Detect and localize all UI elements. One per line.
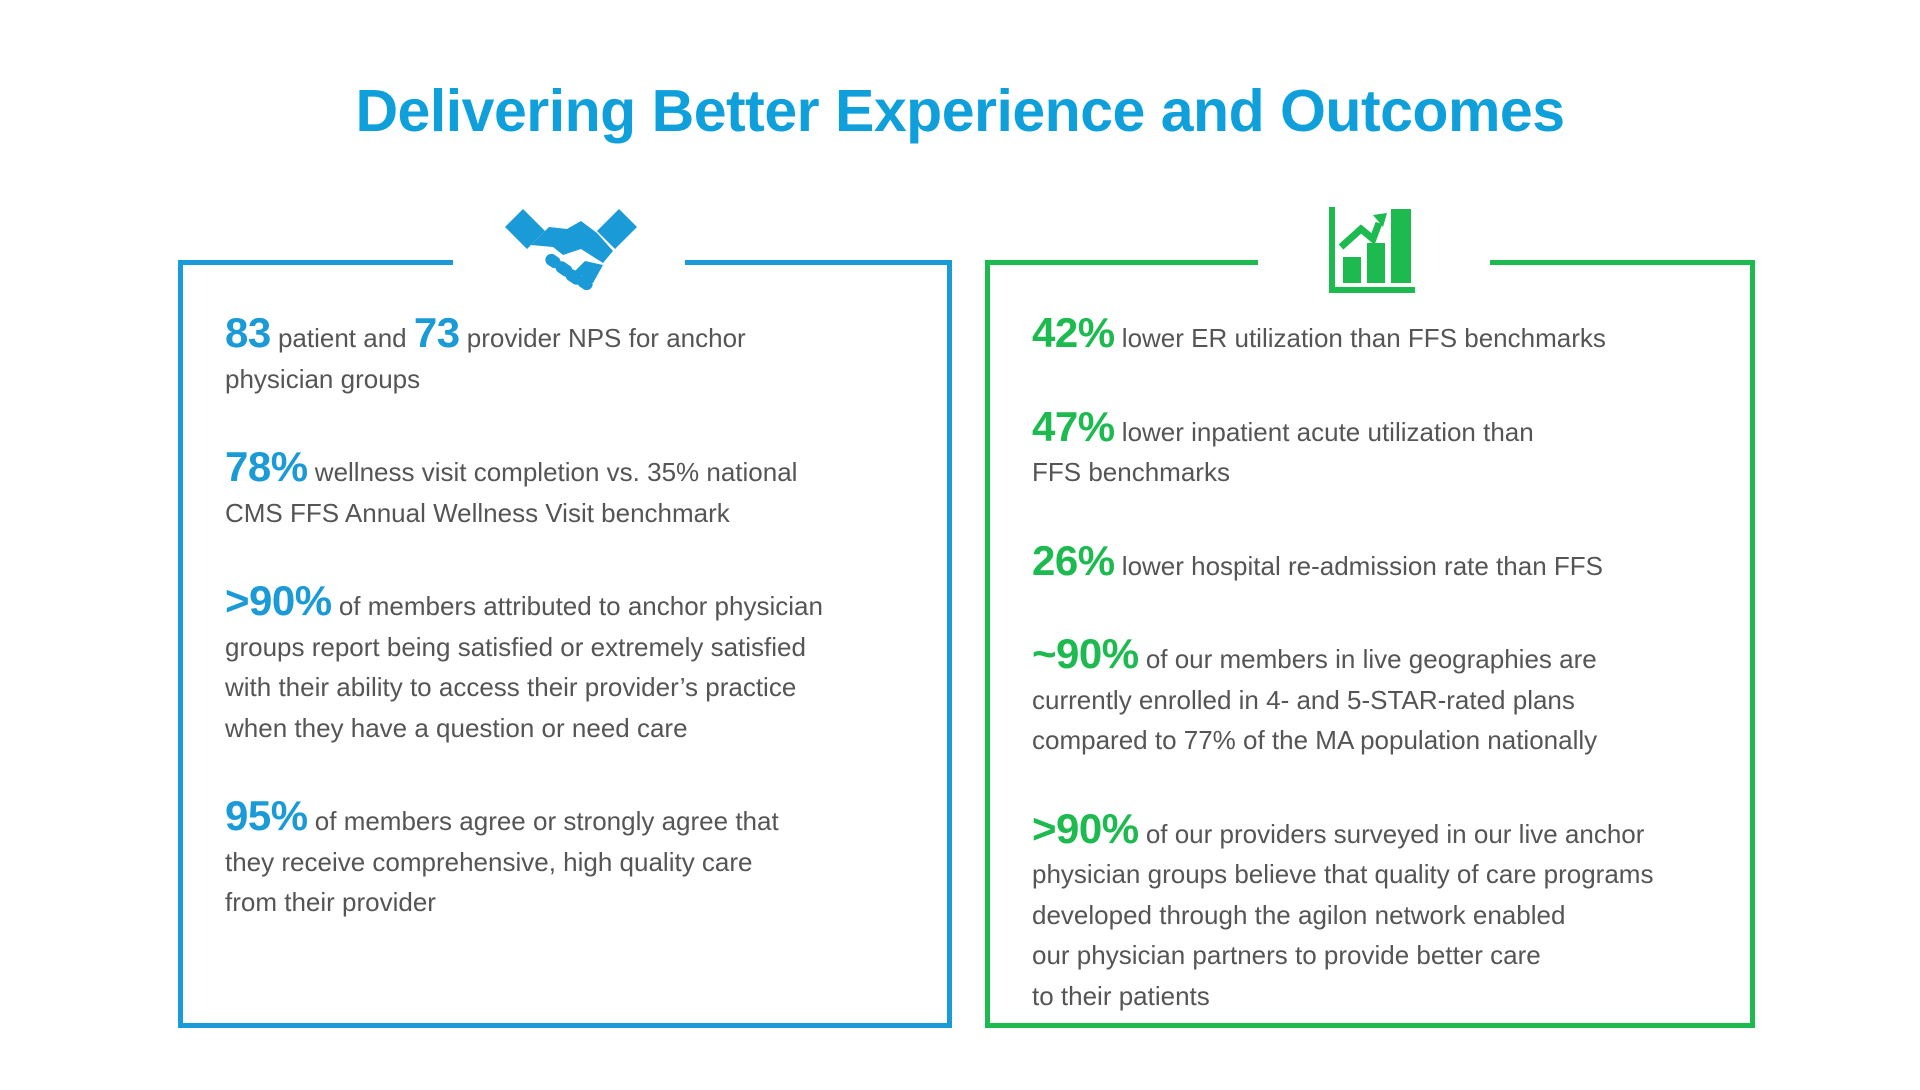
stat-line: physician groups believe that quality of… [1032, 859, 1654, 889]
stat-line: compared to 77% of the MA population nat… [1032, 725, 1598, 755]
stat-item: >90% of members attributed to anchor phy… [225, 580, 927, 748]
border-gap [453, 255, 685, 271]
stat-text: patient and [270, 323, 414, 353]
stat-text: of members attributed to anchor physicia… [331, 591, 823, 621]
stat-first-line: 83 patient and 73 provider NPS for ancho… [225, 312, 927, 359]
handshake-icon [501, 205, 641, 305]
patient-experience-panel: 83 patient and 73 provider NPS for ancho… [178, 209, 952, 1028]
stat-line: FFS benchmarks [1032, 457, 1230, 487]
stat-number: 73 [413, 309, 460, 356]
stat-text: lower ER utilization than FFS benchmarks [1114, 323, 1606, 353]
stat-text: lower hospital re-admission rate than FF… [1114, 550, 1603, 581]
stat-number: ~90% [1032, 630, 1139, 677]
stat-text: lower inpatient acute utilization than [1114, 416, 1534, 447]
stat-number: 47% [1032, 402, 1115, 450]
stat-line: with their ability to access their provi… [225, 672, 797, 702]
stat-item: 78% wellness visit completion vs. 35% na… [225, 446, 927, 533]
stat-line: developed through the agilon network ena… [1032, 899, 1566, 930]
stat-number: 42% [1032, 309, 1115, 356]
stat-item: ~90% of our members in live geographies … [1032, 633, 1730, 761]
stat-number: 26% [1032, 536, 1115, 584]
stat-line: CMS FFS Annual Wellness Visit benchmark [225, 497, 730, 528]
outcomes-panel: 42% lower ER utilization than FFS benchm… [985, 207, 1755, 1028]
experience-stats: 83 patient and 73 provider NPS for ancho… [225, 312, 927, 923]
stat-item: 42% lower ER utilization than FFS benchm… [1032, 312, 1730, 359]
stat-item: 83 patient and 73 provider NPS for ancho… [225, 312, 927, 399]
stat-first-line: 42% lower ER utilization than FFS benchm… [1032, 312, 1730, 359]
stat-line: our physician partners to provide better… [1032, 940, 1541, 970]
stat-item: >90% of our providers surveyed in our li… [1032, 807, 1730, 1017]
stat-line: to their patients [1032, 980, 1210, 1011]
stat-line: groups report being satisfied or extreme… [225, 631, 806, 662]
stat-line: they receive comprehensive, high quality… [225, 846, 753, 877]
stat-first-line: 95% of members agree or strongly agree t… [225, 795, 927, 842]
stat-line: from their provider [225, 887, 436, 917]
stat-number: 83 [225, 309, 271, 356]
stat-first-line: >90% of members attributed to anchor phy… [225, 580, 927, 627]
stat-first-line: 26% lower hospital re-admission rate tha… [1032, 539, 1730, 587]
stat-line: physician groups [225, 363, 421, 394]
stat-first-line: >90% of our providers surveyed in our li… [1032, 807, 1730, 855]
bar-chart-growth-icon [1327, 205, 1419, 297]
stat-number: >90% [1032, 804, 1139, 852]
stat-text: of our members in live geographies are [1138, 644, 1597, 674]
stat-line: when they have a question or need care [225, 712, 688, 743]
stat-first-line: ~90% of our members in live geographies … [1032, 633, 1730, 680]
stat-line: currently enrolled in 4- and 5-STAR-rate… [1032, 684, 1575, 715]
outcome-stats: 42% lower ER utilization than FFS benchm… [1032, 312, 1730, 1017]
stat-item: 95% of members agree or strongly agree t… [225, 795, 927, 923]
stat-text: of members agree or strongly agree that [307, 806, 779, 836]
stat-first-line: 47% lower inpatient acute utilization th… [1032, 405, 1730, 453]
stat-number: >90% [225, 577, 332, 624]
stat-first-line: 78% wellness visit completion vs. 35% na… [225, 446, 927, 493]
page-title: Delivering Better Experience and Outcome… [355, 78, 1565, 144]
stat-text: of our providers surveyed in our live an… [1138, 818, 1645, 849]
stat-number: 95% [225, 792, 308, 839]
stat-item: 26% lower hospital re-admission rate tha… [1032, 539, 1730, 587]
stat-item: 47% lower inpatient acute utilization th… [1032, 405, 1730, 493]
stat-text: provider NPS for anchor [459, 323, 746, 353]
stat-text: wellness visit completion vs. 35% nation… [307, 457, 798, 487]
stat-number: 78% [225, 443, 308, 490]
